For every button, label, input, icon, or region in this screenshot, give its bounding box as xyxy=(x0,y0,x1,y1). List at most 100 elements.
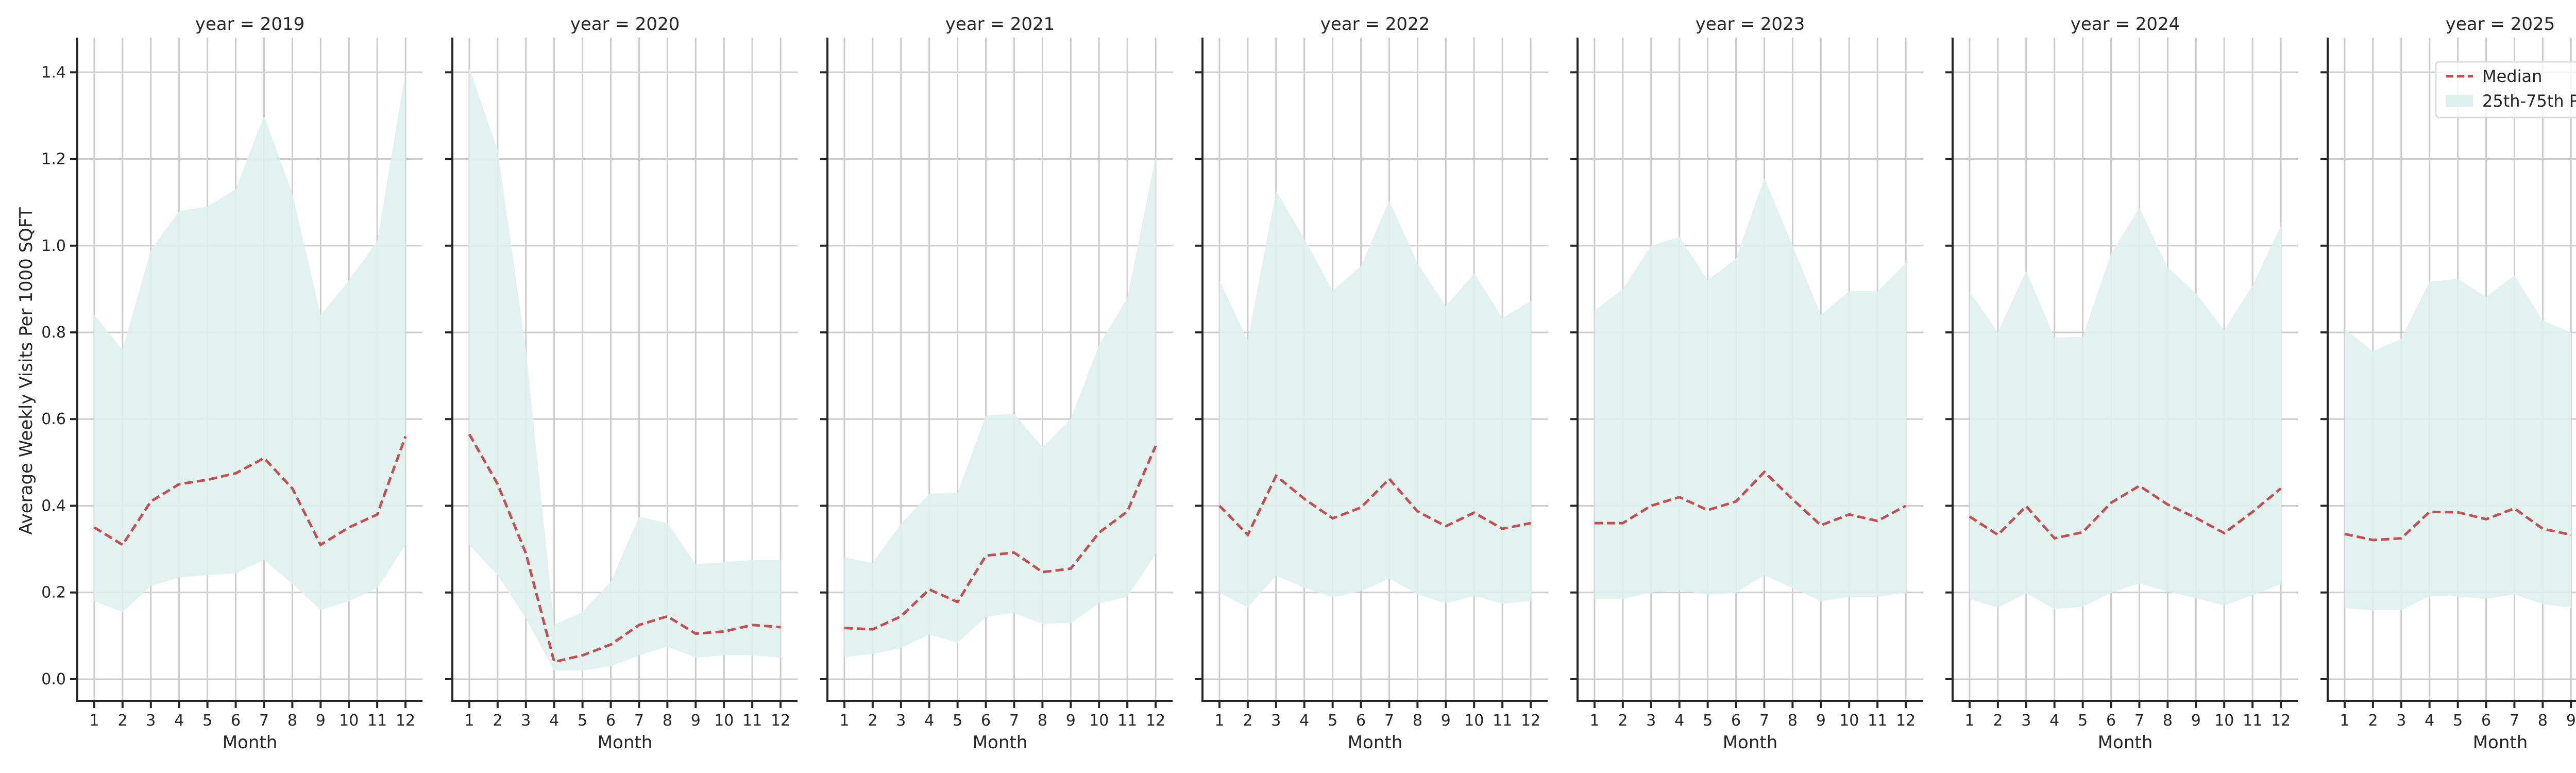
x-tick-label: 12 xyxy=(1146,712,1165,730)
x-axis-label: Month xyxy=(2473,732,2528,753)
y-tick-label: 1.2 xyxy=(41,150,66,169)
y-tick-label: 0.6 xyxy=(41,410,66,428)
median-line xyxy=(468,433,781,664)
facet-panel-2019: 0.00.20.40.60.81.01.21.41 2 3 4 5 6 7 8 9 10 11 12y… xyxy=(41,14,422,753)
x-tick-label: 6 xyxy=(2106,712,2116,730)
x-tick-label: 2 xyxy=(117,712,127,730)
x-tick-label: 3 xyxy=(896,712,906,730)
x-tick-label: 5 xyxy=(202,712,212,730)
x-tick-label: 3 xyxy=(146,712,156,730)
y-tick-label: 0.4 xyxy=(41,497,66,515)
x-tick-label: 2 xyxy=(868,712,877,730)
x-tick-label: 3 xyxy=(1271,712,1281,730)
axis-spine xyxy=(1577,38,1923,702)
x-tick-label: 8 xyxy=(287,712,297,730)
percentile-band xyxy=(1219,191,1531,608)
x-tick-label: 7 xyxy=(634,712,644,730)
x-tick-label: 11 xyxy=(1493,712,1512,730)
x-tick-label: 8 xyxy=(1788,712,1798,730)
x-tick-label: 6 xyxy=(231,712,241,730)
x-tick-label: 7 xyxy=(1384,712,1394,730)
axis-spine xyxy=(826,38,1173,702)
x-tick-label: 10 xyxy=(1464,712,1484,730)
x-tick-label: 7 xyxy=(2134,712,2144,730)
x-tick-label: 11 xyxy=(1117,712,1137,730)
x-tick-label: 9 xyxy=(1441,712,1451,730)
x-tick-label: 11 xyxy=(2243,712,2262,730)
x-tick-label: 4 xyxy=(549,712,559,730)
x-tick-label: 7 xyxy=(2510,712,2519,730)
x-tick-label: 1 xyxy=(1589,712,1599,730)
x-tick-label: 8 xyxy=(2538,712,2548,730)
facet-title: year = 2022 xyxy=(1320,14,1430,35)
x-tick-label: 12 xyxy=(396,712,415,730)
median-line xyxy=(844,445,1157,631)
facet-title: year = 2019 xyxy=(195,14,304,35)
y-tick-label: 0.2 xyxy=(41,584,66,602)
x-tick-label: 5 xyxy=(2078,712,2088,730)
x-tick-label: 3 xyxy=(1646,712,1656,730)
x-tick-label: 5 xyxy=(578,712,587,730)
legend-median-label: Median xyxy=(2482,66,2542,86)
x-tick-label: 10 xyxy=(1089,712,1109,730)
x-tick-label: 4 xyxy=(924,712,934,730)
x-tick-label: 9 xyxy=(316,712,326,730)
percentile-band xyxy=(94,72,406,612)
x-tick-label: 6 xyxy=(1731,712,1741,730)
y-tick-label: 1.4 xyxy=(41,63,66,81)
x-tick-label: 4 xyxy=(1674,712,1684,730)
x-tick-label: 5 xyxy=(1328,712,1337,730)
median-line xyxy=(2344,507,2571,542)
x-tick-label: 10 xyxy=(339,712,359,730)
percentile-band xyxy=(2344,275,2571,611)
x-tick-label: 6 xyxy=(2481,712,2491,730)
x-tick-label: 6 xyxy=(606,712,616,730)
percentile-band xyxy=(1594,178,1906,601)
x-tick-label: 11 xyxy=(1868,712,1887,730)
x-tick-label: 12 xyxy=(771,712,790,730)
x-tick-label: 9 xyxy=(1816,712,1826,730)
x-tick-label: 6 xyxy=(1356,712,1366,730)
x-axis-label: Month xyxy=(1348,732,1403,753)
x-axis-label: Month xyxy=(223,732,278,753)
x-tick-label: 8 xyxy=(2163,712,2173,730)
percentile-band xyxy=(844,157,1156,658)
y-axis-label: Average Weekly Visits Per 1000 SQFT xyxy=(16,207,37,535)
median-line xyxy=(1594,470,1907,527)
x-tick-label: 8 xyxy=(1038,712,1047,730)
x-tick-label: 4 xyxy=(1299,712,1309,730)
x-tick-label: 8 xyxy=(663,712,672,730)
facet-title: year = 2021 xyxy=(945,14,1055,35)
x-tick-label: 7 xyxy=(1759,712,1769,730)
x-tick-label: 1 xyxy=(89,712,99,730)
facet-panels: 0.00.20.40.60.81.01.21.41 2 3 4 5 6 7 8 9 10 11 12y… xyxy=(41,14,2576,753)
x-tick-label: 4 xyxy=(174,712,184,730)
x-tick-label: 1 xyxy=(1964,712,1974,730)
facet-title: year = 2024 xyxy=(2071,14,2180,35)
x-tick-label: 1 xyxy=(1214,712,1224,730)
median-line xyxy=(1969,484,2282,540)
x-tick-label: 7 xyxy=(1009,712,1019,730)
x-tick-label: 3 xyxy=(521,712,531,730)
legend-band-swatch xyxy=(2446,95,2473,107)
axis-spine xyxy=(1952,38,2298,702)
facet-title: year = 2023 xyxy=(1696,14,1805,35)
x-tick-label: 9 xyxy=(691,712,701,730)
x-tick-label: 2 xyxy=(1993,712,2003,730)
facet-title: year = 2025 xyxy=(2446,14,2555,35)
x-tick-label: 2 xyxy=(1243,712,1252,730)
y-tick-label: 0.8 xyxy=(41,324,66,342)
x-axis-label: Month xyxy=(973,732,1028,753)
x-tick-label: 12 xyxy=(1896,712,1916,730)
x-axis-label: Month xyxy=(598,732,653,753)
x-tick-label: 9 xyxy=(1066,712,1076,730)
axis-spine xyxy=(451,38,798,702)
x-tick-label: 1 xyxy=(839,712,849,730)
x-tick-label: 3 xyxy=(2396,712,2406,730)
